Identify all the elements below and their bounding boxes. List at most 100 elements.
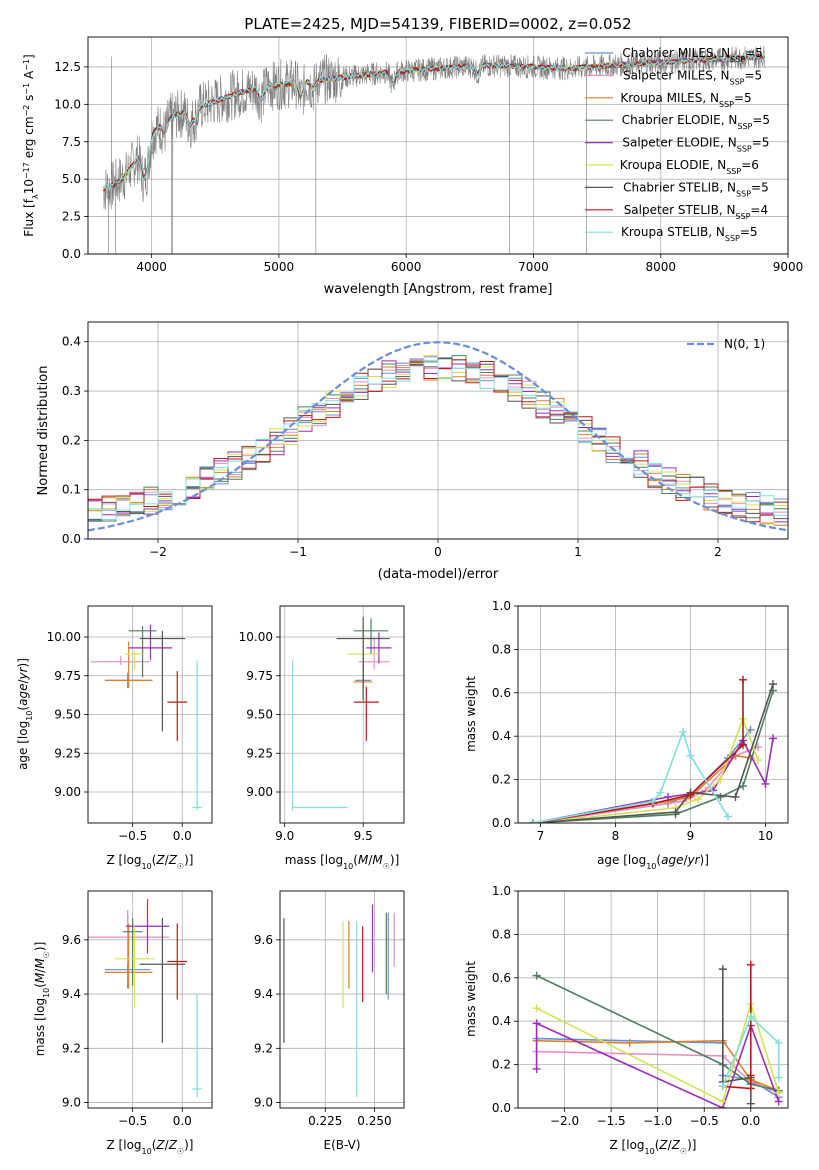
marker-salpeter-elodie — [769, 734, 777, 743]
x-tick-label: 0.0 — [173, 1114, 192, 1128]
y-tick-label: 0.8 — [492, 642, 511, 656]
marker-salpeter-stelib — [686, 790, 695, 799]
marker-chabrier-stelib — [718, 965, 727, 974]
marker-kroupa-elodie — [718, 1097, 727, 1106]
plot-area — [280, 891, 404, 1108]
x-tick-label: 4000 — [136, 260, 167, 274]
y-tick-label: 9.2 — [62, 1041, 81, 1055]
y-tick-label: 0.8 — [492, 927, 511, 941]
x-tick-label: 0 — [434, 545, 442, 559]
x-axis-label: mass [log10(M/M☉)] — [285, 853, 400, 871]
y-tick-label: 0.4 — [62, 335, 81, 349]
x-tick-label: 9.5 — [354, 829, 373, 843]
y-tick-label: 7.5 — [62, 135, 81, 149]
plot-content — [88, 899, 203, 1098]
plot-content — [283, 904, 395, 1098]
x-tick-label: −2.0 — [550, 1114, 579, 1128]
y-tick-label: 10.0 — [54, 97, 81, 111]
x-tick-label: 0.0 — [173, 829, 192, 843]
plot-content — [90, 624, 203, 811]
y-tick-label: 9.4 — [62, 987, 81, 1001]
normal-reference-curve — [88, 341, 788, 532]
marker-kroupa-elodie — [694, 795, 702, 804]
marker-kroupa-stelib — [724, 812, 732, 821]
y-tick-label: 0.2 — [62, 433, 81, 447]
x-tick-label: 0.225 — [308, 1114, 342, 1128]
y-axis-label: mass weight — [464, 676, 478, 752]
x-tick-label: 8000 — [645, 260, 676, 274]
x-axis-label: age [log10(age/yr)] — [597, 853, 709, 871]
y-tick-label: 0.1 — [62, 483, 81, 497]
plot-content — [529, 675, 777, 823]
marker-kroupa-elodie — [716, 775, 725, 784]
observed-spectrum-line — [103, 45, 766, 254]
marker-salpeter-elodie — [761, 779, 770, 788]
axes-frame — [517, 890, 789, 1109]
y-axis-label: mass weight — [464, 961, 478, 1037]
marker-kroupa-stelib — [649, 797, 657, 806]
plot-area — [88, 891, 212, 1108]
legend-label: Kroupa STELIB, NSSP=5 — [621, 225, 758, 243]
y-tick-label: 0.2 — [492, 773, 511, 787]
y-tick-label: 2.5 — [62, 210, 81, 224]
marker-salpeter-stelib — [739, 675, 747, 684]
line-chabrier-elodie — [536, 974, 779, 1092]
x-axis-label: Z [log10(Z/Z☉)] — [107, 853, 194, 871]
line-kroupa-stelib — [532, 729, 729, 823]
marker-chabrier-elodie — [716, 792, 725, 801]
y-tick-label: 9.50 — [54, 708, 81, 722]
legend-label: Salpeter MILES, NSSP=5 — [623, 68, 762, 86]
y-tick-label: 0.0 — [62, 532, 81, 546]
plot-area — [518, 606, 788, 823]
y-tick-label: 9.0 — [62, 1096, 81, 1110]
x-tick-label: 0.250 — [357, 1114, 391, 1128]
y-tick-label: 12.5 — [54, 60, 81, 74]
y-tick-label: 9.75 — [54, 669, 81, 683]
line-kroupa-elodie — [532, 716, 759, 823]
y-tick-label: 0.6 — [492, 971, 511, 985]
mass-vs-metallicity-panel: −0.5 0.0 9.0 9.2 9.4 9.6 Z [log10(Z/Z☉)] mass [… — [33, 890, 213, 1156]
x-axis-label: Z [log10(Z/Z☉)] — [107, 1138, 194, 1156]
x-tick-label: −0.5 — [690, 1114, 719, 1128]
marker-kroupa-stelib — [774, 1038, 783, 1047]
legend-label: Chabrier ELODIE, NSSP=5 — [622, 113, 770, 131]
legend-label: Kroupa MILES, NSSP=5 — [620, 91, 751, 109]
marker-chabrier-stelib — [769, 680, 777, 689]
line-salpeter-elodie — [535, 1022, 780, 1108]
y-tick-label: 9.4 — [254, 987, 273, 1001]
age-vs-mass-panel: 9.0 9.5 9.00 9.25 9.50 9.75 10.00 mass [log10(M… — [239, 605, 405, 871]
axes-frame — [517, 605, 789, 824]
model-spectrum-kroupa-stelib — [102, 53, 766, 192]
plot-content — [532, 960, 783, 1108]
y-axis-label: age [log10(age/yr)] — [16, 658, 34, 770]
marker-chabrier-stelib — [731, 792, 740, 801]
y-tick-label: 0.0 — [62, 247, 81, 261]
x-tick-label: −2 — [149, 545, 167, 559]
legend-label: N(0, 1) — [724, 337, 765, 351]
y-tick-label: 9.25 — [54, 746, 81, 760]
y-tick-label: 5.0 — [62, 172, 81, 186]
mass-weight-vs-age-panel: 7 8 9 10 0.0 0.2 0.4 0.6 0.8 1.0 age [log10(age/yr… — [464, 599, 789, 871]
axes-frame — [87, 890, 213, 1109]
y-axis-label: Normed distribution — [36, 366, 51, 496]
mass-vs-ebv-panel: 0.225 0.250 9.0 9.2 9.4 9.6 E(B-V) — [254, 890, 405, 1152]
y-tick-label: 9.00 — [246, 785, 273, 799]
plot-area — [88, 37, 788, 254]
x-tick-label: −1 — [289, 545, 307, 559]
marker-kroupa-stelib — [679, 727, 687, 736]
x-tick-label: 7 — [537, 829, 545, 843]
axes-frame — [87, 321, 789, 540]
x-axis-label: (data-model)/error — [378, 567, 499, 582]
y-tick-label: 9.6 — [62, 933, 81, 947]
y-tick-label: 0.0 — [492, 1101, 511, 1115]
y-tick-label: 1.0 — [492, 884, 511, 898]
marker-kroupa-stelib — [529, 819, 537, 823]
axes-frame — [279, 605, 405, 824]
mass-weight-vs-metallicity-panel: −2.0 −1.5 −1.0 −0.5 0.0 0.0 0.2 0.4 0.6 0.8 1.0 Z [… — [464, 884, 789, 1156]
marker-salpeter-elodie — [532, 1019, 541, 1028]
axes-frame — [279, 890, 405, 1109]
x-tick-label: 1 — [574, 545, 582, 559]
marker-chabrier-stelib — [746, 1099, 755, 1108]
x-tick-label: −0.5 — [118, 829, 147, 843]
